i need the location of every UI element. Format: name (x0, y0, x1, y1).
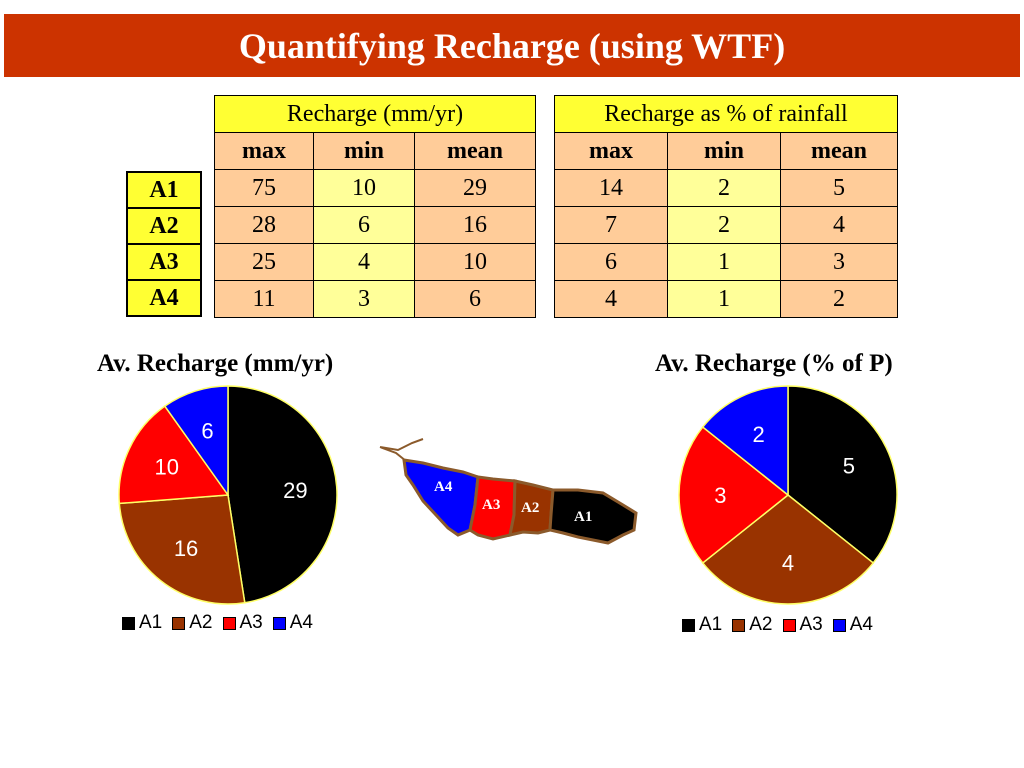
cell: 1 (667, 280, 781, 318)
legend-label: A3 (239, 612, 263, 633)
col-min: min (667, 132, 781, 170)
row-label-a2: A2 (126, 207, 202, 245)
cell: 75 (214, 169, 314, 207)
cell: 10 (313, 169, 415, 207)
col-mean: mean (414, 132, 536, 170)
cell: 25 (214, 243, 314, 281)
legend-swatch (222, 616, 236, 630)
col-min: min (313, 132, 415, 170)
cell: 4 (780, 206, 898, 244)
pie-title-mm: Av. Recharge (mm/yr) (97, 350, 334, 377)
legend-label: A3 (799, 614, 823, 635)
legend-mm: A1 A2 A3 A4 (122, 612, 313, 634)
cell: 29 (414, 169, 536, 207)
col-max: max (214, 132, 314, 170)
legend-swatch (272, 616, 286, 630)
data-label-a3: 10 (155, 454, 179, 479)
legend-item-a1: A1 (682, 614, 722, 636)
cell: 14 (554, 169, 668, 207)
map-label-a3: A3 (482, 497, 500, 513)
table-header: Recharge (mm/yr) (214, 95, 536, 133)
cell: 11 (214, 280, 314, 318)
legend-swatch (172, 616, 186, 630)
col-max: max (554, 132, 668, 170)
cell: 3 (313, 280, 415, 318)
legend-item-a3: A3 (222, 612, 263, 634)
cell: 6 (313, 206, 415, 244)
row-label-a4: A4 (126, 279, 202, 317)
map-outline-river (379, 438, 424, 462)
map-area-a3 (468, 475, 517, 541)
legend-swatch (732, 618, 746, 632)
row-label-a3: A3 (126, 243, 202, 281)
legend-label: A1 (699, 614, 723, 635)
pie-slice-a1 (787, 385, 898, 565)
col-mean: mean (780, 132, 898, 170)
map-area-a1 (548, 488, 638, 545)
data-label-a2: 4 (782, 551, 794, 576)
cell: 3 (780, 243, 898, 281)
cell: 2 (667, 169, 781, 207)
legend-item-a2: A2 (172, 612, 213, 634)
data-label-a1: 29 (283, 478, 307, 503)
legend-label: A2 (189, 612, 213, 633)
data-label-a4: 2 (753, 422, 765, 447)
legend-item-a4: A4 (832, 614, 873, 636)
recharge-mm-table: Recharge (mm/yr) max min mean 75 10 29 28 6… (214, 95, 536, 318)
legend-swatch (782, 618, 796, 632)
cell: 2 (667, 206, 781, 244)
pie-chart-mm: 29 16 10 6 (118, 385, 338, 605)
cell: 16 (414, 206, 536, 244)
legend-item-a2: A2 (732, 614, 773, 636)
pie-chart-percent: 5 4 3 2 (678, 385, 898, 605)
map-label-a4: A4 (434, 479, 453, 495)
pie-slice-a4 (163, 385, 229, 498)
cell: 28 (214, 206, 314, 244)
table-header: Recharge as % of rainfall (554, 95, 898, 133)
catchment-map: A4 A3 A2 A1 (379, 438, 638, 545)
legend-label: A1 (139, 612, 163, 633)
pie-slice-a1 (227, 385, 338, 604)
pie-slice-a3 (118, 405, 230, 505)
legend-percent: A1 A2 A3 A4 (682, 614, 873, 636)
data-label-a3: 3 (714, 483, 726, 508)
data-label-a2: 16 (174, 536, 198, 561)
pie-title-percent: Av. Recharge (% of P) (655, 350, 893, 377)
data-label-a4: 6 (201, 419, 213, 444)
cell: 2 (780, 280, 898, 318)
map-area-a4 (402, 458, 480, 537)
slide-title: Quantifying Recharge (using WTF) (4, 14, 1020, 77)
map-area-a2 (508, 479, 555, 537)
cell: 6 (414, 280, 536, 318)
cell: 1 (667, 243, 781, 281)
cell: 4 (554, 280, 668, 318)
map-label-a2: A2 (521, 500, 539, 516)
legend-swatch (832, 618, 846, 632)
pie-slice-a3 (678, 425, 790, 565)
cell: 6 (554, 243, 668, 281)
legend-label: A4 (849, 614, 873, 635)
recharge-percent-table: Recharge as % of rainfall max min mean 1… (554, 95, 898, 318)
pie-slice-a2 (118, 494, 246, 605)
legend-item-a4: A4 (272, 612, 313, 634)
map-label-a1: A1 (574, 509, 592, 525)
data-label-a1: 5 (843, 454, 855, 479)
pie-slice-a4 (701, 385, 789, 497)
legend-swatch (122, 616, 135, 630)
cell: 7 (554, 206, 668, 244)
legend-label: A4 (289, 612, 313, 633)
legend-item-a1: A1 (122, 612, 162, 634)
pie-slice-a2 (701, 494, 875, 605)
legend-item-a3: A3 (782, 614, 823, 636)
legend-label: A2 (749, 614, 773, 635)
legend-swatch (682, 618, 695, 632)
cell: 4 (313, 243, 415, 281)
row-label-table: A1 A2 A3 A4 (126, 171, 202, 317)
cell: 10 (414, 243, 536, 281)
row-label-a1: A1 (126, 171, 202, 209)
cell: 5 (780, 169, 898, 207)
